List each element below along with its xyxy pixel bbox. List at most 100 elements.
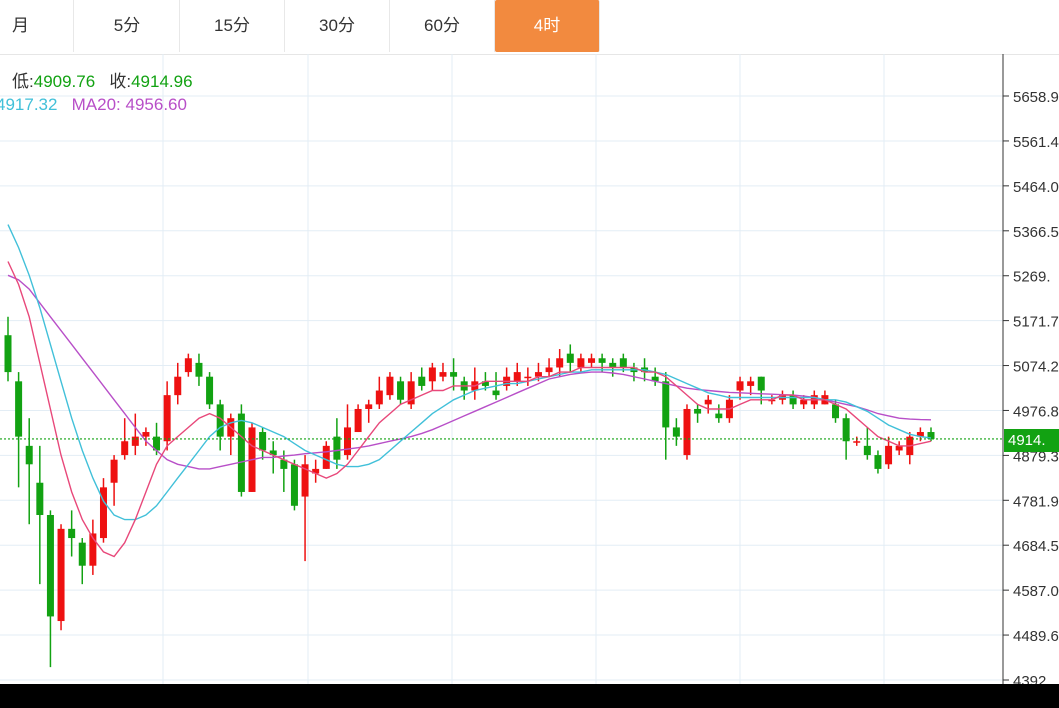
close-value: 4914.96 <box>131 72 193 91</box>
tab-30min[interactable]: 30分 <box>285 0 390 52</box>
y-tick-label-11: 4587.0 <box>1013 583 1059 600</box>
candle-body-36 <box>386 376 394 396</box>
candle-body-80 <box>853 441 861 443</box>
candle-body-5 <box>57 528 65 622</box>
ma10-value: 4917.32 <box>0 95 58 114</box>
low-value: 4909.76 <box>33 72 96 91</box>
timeframe-tabs: 月 5分 15分 30分 60分 4时 <box>0 0 1059 55</box>
candle-body-53 <box>566 353 574 363</box>
candle-body-17 <box>184 358 192 373</box>
candle-body-48 <box>513 372 521 382</box>
candle-body-52 <box>556 358 564 368</box>
candle-body-39 <box>418 376 426 386</box>
candle-body-72 <box>768 399 776 402</box>
candle-body-27 <box>290 464 298 506</box>
candle-body-38 <box>407 381 415 405</box>
candle-body-40 <box>428 367 436 382</box>
candle-body-63 <box>672 427 680 437</box>
tab-5min[interactable]: 5分 <box>75 0 180 52</box>
y-tick-label-5: 5171.7 <box>1013 314 1059 331</box>
candle-body-51 <box>545 367 553 373</box>
candle-body-33 <box>354 408 362 433</box>
ma20-value: 4956.60 <box>125 95 187 114</box>
close-label: 收: <box>109 72 132 91</box>
candle-body-87 <box>927 432 935 439</box>
tab-60min[interactable]: 60分 <box>390 0 495 52</box>
candle-body-66 <box>704 399 712 405</box>
candle-body-64 <box>683 408 691 456</box>
candle-body-58 <box>619 358 627 368</box>
candle-body-8 <box>89 533 97 566</box>
ma10-line <box>7 224 932 521</box>
candle-body-22 <box>237 413 245 492</box>
candle-body-46 <box>492 390 500 396</box>
candle-body-70 <box>747 381 755 386</box>
current-price-tag: 4914. <box>1004 429 1059 452</box>
candle-body-13 <box>142 432 150 437</box>
candle-body-35 <box>375 390 383 405</box>
candle-body-71 <box>757 376 765 391</box>
candle-body-0 <box>4 335 12 373</box>
tab-15min[interactable]: 15分 <box>180 0 285 52</box>
y-tick-label-6: 5074.2 <box>1013 359 1059 376</box>
bottom-bar <box>0 684 1059 708</box>
candle-body-67 <box>715 413 723 419</box>
candle-body-4 <box>46 515 54 617</box>
candle-body-1 <box>15 381 23 437</box>
candle-body-26 <box>280 459 288 469</box>
y-tick-label-10: 4684.5 <box>1013 538 1059 555</box>
y-tick-label-2: 5464.0 <box>1013 179 1059 196</box>
candle-body-74 <box>789 395 797 405</box>
candle-body-41 <box>439 372 447 377</box>
candle-body-83 <box>885 445 893 465</box>
candle-body-79 <box>842 418 850 442</box>
candle-body-45 <box>481 381 489 386</box>
candle-body-12 <box>131 436 139 446</box>
candle-body-84 <box>895 445 903 451</box>
candle-body-56 <box>598 358 606 363</box>
candle-body-29 <box>312 468 320 474</box>
candle-body-9 <box>99 487 107 539</box>
candle-body-61 <box>651 376 659 382</box>
candle-body-34 <box>365 404 373 409</box>
candle-body-86 <box>916 432 924 437</box>
y-tick-label-9: 4781.9 <box>1013 493 1059 510</box>
candle-body-30 <box>322 445 330 469</box>
candle-body-14 <box>153 436 161 451</box>
candle-body-7 <box>78 542 86 566</box>
candle-body-65 <box>694 408 702 414</box>
candle-body-54 <box>577 358 585 368</box>
tab-4hour[interactable]: 4时 <box>495 0 600 52</box>
candle-body-78 <box>832 404 840 419</box>
candle-body-82 <box>874 455 882 469</box>
candle-body-28 <box>301 464 309 497</box>
candle-body-75 <box>800 399 808 405</box>
candle-body-24 <box>259 432 267 451</box>
candle-body-37 <box>397 381 405 400</box>
y-tick-label-4: 5269. <box>1013 269 1051 286</box>
ma20-label: MA20: <box>71 95 121 114</box>
y-tick-label-8: 4879.3 <box>1013 448 1059 465</box>
tab-month[interactable]: 月 <box>0 0 74 52</box>
candle-body-10 <box>110 459 118 483</box>
low-label: 低: <box>12 72 34 91</box>
candle-body-25 <box>269 450 277 456</box>
candle-body-20 <box>216 404 224 437</box>
y-tick-label-3: 5366.5 <box>1013 224 1059 241</box>
ma5-line <box>7 261 932 558</box>
candle-body-31 <box>333 436 341 460</box>
candle-body-57 <box>609 362 617 368</box>
y-tick-label-1: 5561.4 <box>1013 134 1059 151</box>
ohlc-info-line: 低:4909.76 收:4914.96 <box>12 67 193 92</box>
ma-info-line: 4917.32 MA20: 4956.60 <box>0 95 187 115</box>
candle-body-69 <box>736 381 744 391</box>
y-tick-label-0: 5658.9 <box>1013 89 1059 106</box>
candle-body-49 <box>524 376 532 379</box>
candle-body-81 <box>863 445 871 456</box>
y-tick-label-13: 4392. <box>1013 673 1051 684</box>
candle-body-32 <box>343 427 351 456</box>
y-tick-label-12: 4489.6 <box>1013 628 1059 645</box>
candle-body-42 <box>450 372 458 377</box>
candle-body-2 <box>25 445 33 465</box>
candle-body-6 <box>68 528 76 539</box>
